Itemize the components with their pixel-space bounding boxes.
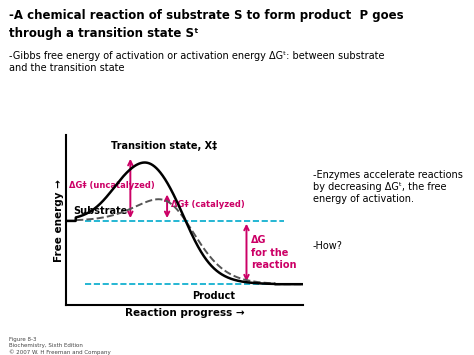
Text: ΔG
for the
reaction: ΔG for the reaction bbox=[251, 235, 297, 270]
Text: Product: Product bbox=[192, 291, 235, 301]
Text: Substrate: Substrate bbox=[73, 206, 128, 216]
Y-axis label: Free energy →: Free energy → bbox=[54, 179, 64, 262]
Text: Transition state, X‡: Transition state, X‡ bbox=[110, 141, 217, 151]
Text: Figure 8-3
Biochemistry, Sixth Edition
© 2007 W. H Freeman and Company: Figure 8-3 Biochemistry, Sixth Edition ©… bbox=[9, 337, 111, 355]
Text: -How?: -How? bbox=[313, 241, 343, 251]
Text: through a transition state Sᵗ: through a transition state Sᵗ bbox=[9, 27, 199, 40]
Text: ΔG‡ (uncatalyzed): ΔG‡ (uncatalyzed) bbox=[69, 181, 155, 190]
Text: -A chemical reaction of substrate S to form product  P goes: -A chemical reaction of substrate S to f… bbox=[9, 9, 404, 22]
Text: -Gibbs free energy of activation or activation energy ΔGᵗ: between substrate
and: -Gibbs free energy of activation or acti… bbox=[9, 51, 385, 73]
Text: -Enzymes accelerate reactions
by decreasing ΔGᵗ, the free
energy of activation.: -Enzymes accelerate reactions by decreas… bbox=[313, 170, 463, 204]
X-axis label: Reaction progress →: Reaction progress → bbox=[125, 308, 245, 318]
Text: ΔG‡ (catalyzed): ΔG‡ (catalyzed) bbox=[171, 200, 245, 209]
